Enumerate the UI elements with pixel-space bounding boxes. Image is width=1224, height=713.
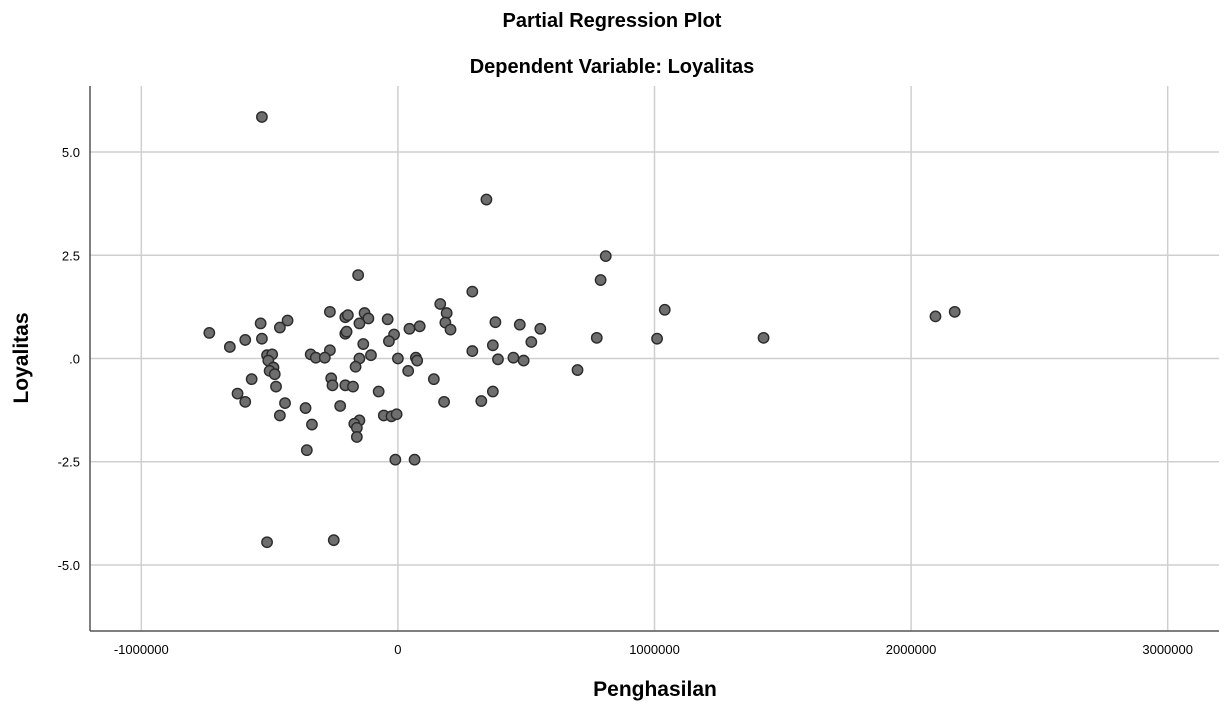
data-point — [318, 351, 331, 364]
data-point — [239, 395, 252, 408]
chart-subtitle: Dependent Variable: Loyalitas — [469, 56, 755, 78]
data-point — [427, 373, 440, 386]
data-point — [489, 316, 502, 329]
data-point — [239, 334, 252, 346]
data-point — [372, 385, 385, 398]
data-point — [392, 352, 404, 365]
data-point — [203, 327, 216, 339]
x-axis-label: Penghasilan — [593, 678, 717, 701]
data-point — [365, 349, 377, 362]
data-point — [270, 380, 282, 393]
data-point — [486, 385, 499, 398]
data-point — [492, 353, 504, 366]
data-point — [299, 402, 312, 414]
data-point — [590, 331, 603, 344]
data-point — [281, 314, 294, 327]
data-point — [256, 111, 268, 123]
data-point — [434, 298, 447, 310]
data-point — [268, 368, 281, 381]
data-point — [340, 325, 353, 338]
chart-title: Partial Regression Plot — [502, 10, 722, 32]
data-point — [390, 408, 403, 421]
data-point — [300, 444, 313, 457]
data-point — [231, 387, 244, 400]
data-point — [408, 453, 421, 466]
y-tick-label: -5.0 — [58, 558, 80, 573]
data-point — [402, 364, 415, 377]
data-point — [349, 360, 362, 373]
data-point — [480, 193, 493, 206]
data-point — [466, 285, 479, 298]
data-point — [413, 320, 426, 333]
data-point — [948, 305, 961, 318]
tick-labels: -1000000 0 1000000 2000000 3000000 5.0 2.5 .0 -2… — [58, 145, 1193, 657]
data-point — [324, 305, 336, 318]
data-point — [929, 310, 942, 323]
data-point — [279, 397, 291, 409]
data-point — [466, 345, 479, 357]
data-point — [350, 431, 363, 443]
data-point — [651, 332, 663, 345]
data-point — [306, 418, 318, 431]
data-point — [599, 250, 612, 263]
y-tick-label: -2.5 — [58, 455, 80, 470]
x-tick-label: 1000000 — [629, 642, 680, 657]
data-point — [352, 269, 365, 281]
y-axis-label: Loyalitas — [10, 312, 33, 404]
data-point — [341, 309, 354, 322]
data-point — [254, 317, 267, 330]
data-point — [507, 351, 520, 364]
data-point — [381, 313, 394, 326]
data-point — [438, 395, 450, 408]
data-point — [256, 332, 268, 345]
data-point — [334, 400, 347, 412]
data-point — [362, 312, 375, 325]
data-point — [357, 338, 370, 350]
data-point — [444, 323, 457, 336]
data-point — [525, 336, 538, 348]
x-tick-label: 3000000 — [1142, 642, 1193, 657]
data-point — [517, 354, 530, 367]
x-tick-label: 2000000 — [886, 642, 937, 657]
data-point — [273, 321, 286, 334]
y-tick-label: .0 — [69, 352, 80, 367]
data-point — [326, 379, 339, 392]
data-point — [486, 339, 499, 352]
data-point — [403, 322, 416, 335]
data-point — [273, 409, 286, 422]
data-point — [261, 536, 273, 549]
data-point — [658, 303, 671, 316]
data-point — [534, 322, 547, 335]
x-tick-label: 0 — [394, 642, 401, 657]
x-tick-label: -1000000 — [114, 642, 169, 657]
data-point — [383, 335, 395, 348]
data-point — [223, 341, 236, 353]
y-tick-label: 2.5 — [62, 248, 80, 263]
data-point — [245, 373, 258, 386]
data-point — [594, 274, 607, 286]
data-point — [353, 317, 366, 330]
data-point — [411, 354, 424, 367]
data-point — [440, 307, 453, 319]
data-point — [475, 395, 488, 407]
data-point — [327, 534, 340, 547]
y-tick-label: 5.0 — [62, 145, 80, 160]
grid-lines — [90, 86, 1219, 631]
data-point — [389, 453, 402, 466]
data-point — [571, 364, 584, 376]
axes — [89, 86, 1219, 632]
data-point — [347, 380, 359, 393]
data-point — [757, 331, 770, 344]
data-points — [203, 111, 961, 549]
data-point — [513, 318, 526, 331]
